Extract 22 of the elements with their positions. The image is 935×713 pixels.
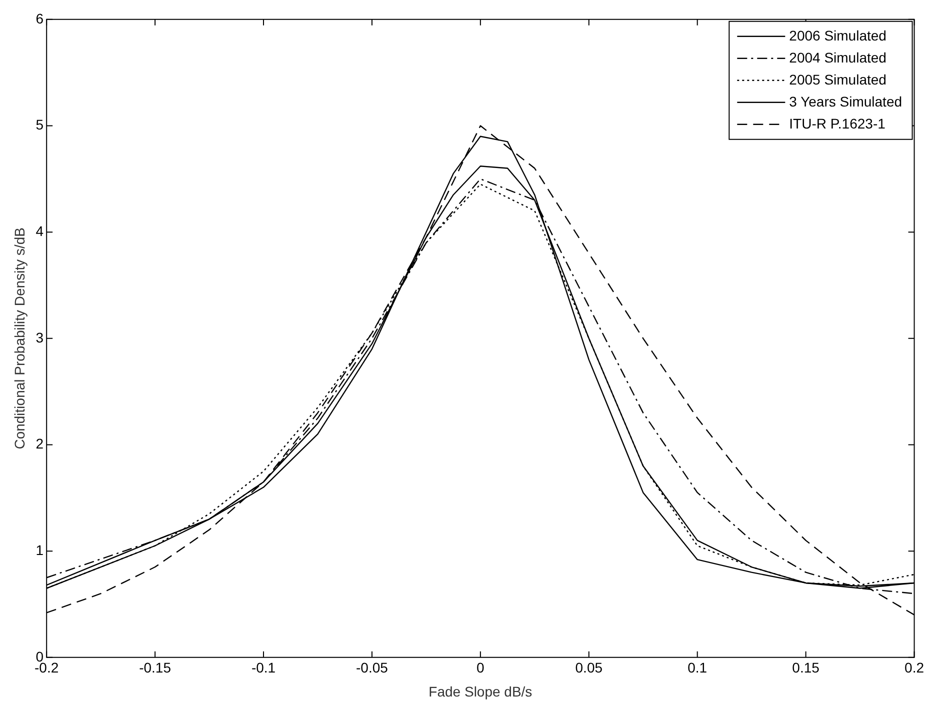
y-axis-title: Conditional Probability Density s/dB [11, 228, 28, 450]
legend-label: 3 Years Simulated [789, 93, 902, 110]
x-tick-label: 0.15 [792, 660, 820, 676]
y-tick-label: 3 [36, 329, 44, 346]
x-axis-title: Fade Slope dB/s [428, 683, 532, 700]
legend-label: 2004 Simulated [789, 49, 886, 66]
x-tick-label: 0.2 [904, 660, 924, 676]
y-tick-label: 1 [36, 542, 44, 558]
x-tick-label: 0 [476, 660, 485, 676]
y-tick-label: 4 [36, 222, 44, 239]
y-tick-label: 6 [36, 10, 44, 26]
x-tick-label: -0.1 [251, 660, 276, 676]
x-tick-label: 0.05 [575, 660, 603, 676]
y-tick-label: 0 [36, 648, 44, 664]
x-tick-label: 0.1 [688, 660, 708, 676]
x-tick-label: -0.15 [139, 660, 172, 676]
x-tick-label: -0.05 [356, 660, 388, 676]
y-tick-label: 2 [36, 436, 44, 452]
y-tick-label: 5 [36, 116, 44, 133]
legend-label: 2005 Simulated [789, 71, 886, 88]
legend-label: ITU-R P.1623-1 [789, 115, 886, 132]
legend-label: 2006 Simulated [789, 27, 886, 44]
